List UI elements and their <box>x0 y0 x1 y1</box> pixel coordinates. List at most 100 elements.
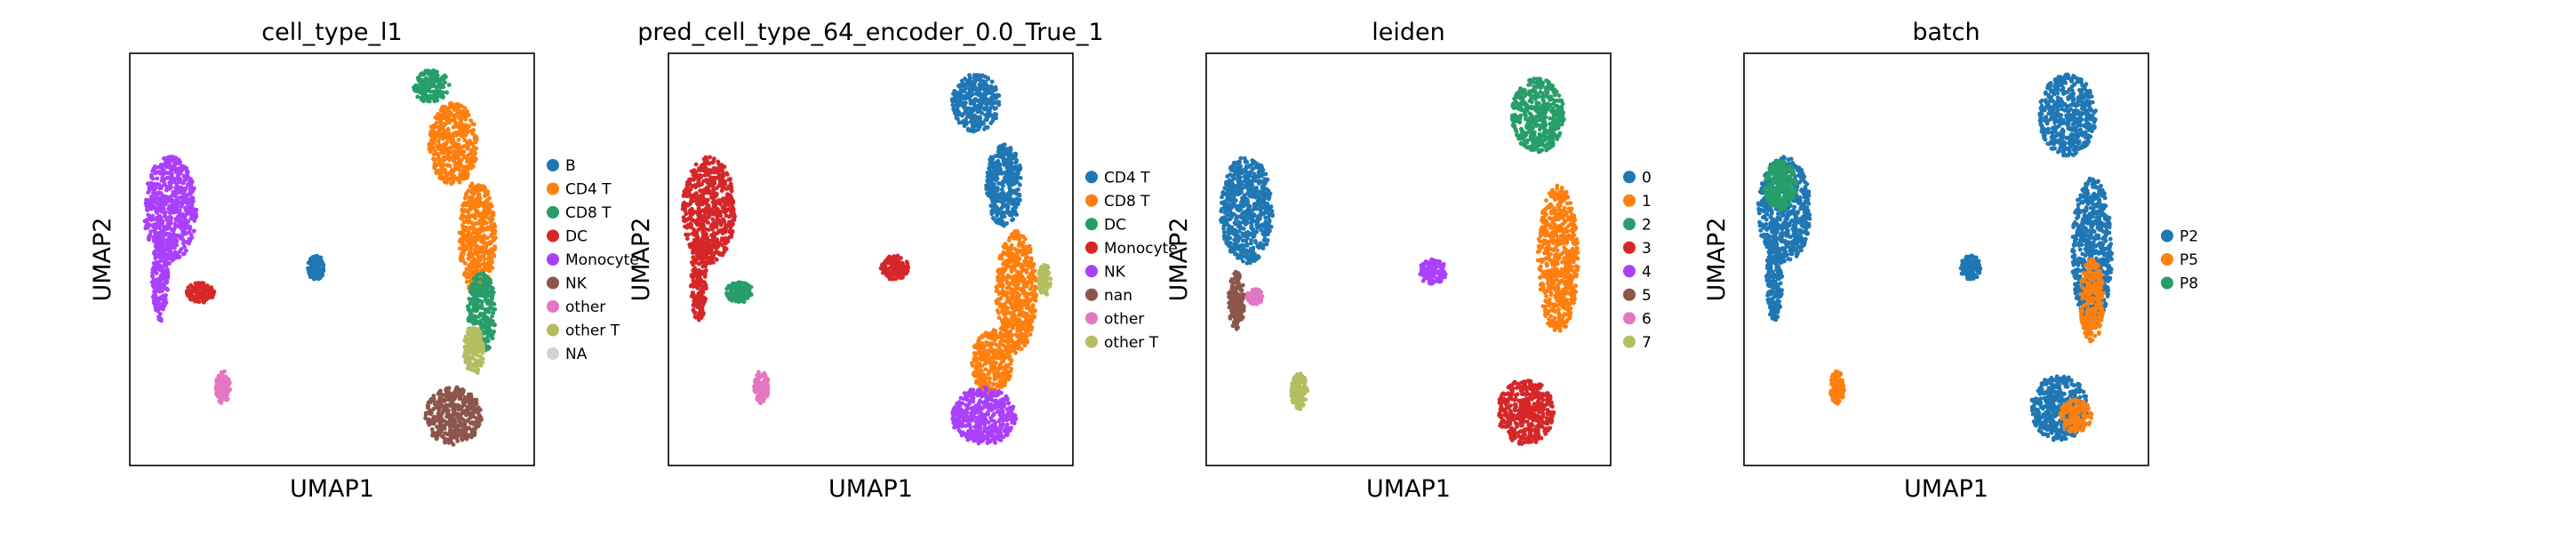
scatter-point <box>489 257 494 262</box>
umap-panel-2: pred_cell_type_64_encoder_0.0_True_1UMAP… <box>628 19 1178 503</box>
scatter-point <box>695 239 700 243</box>
scatter-point <box>419 87 423 92</box>
scatter-point <box>196 299 202 305</box>
scatter-point <box>426 404 431 410</box>
scatter-point <box>727 178 732 182</box>
scatter-point <box>480 356 485 362</box>
scatter-point <box>175 170 180 175</box>
scatter-point <box>151 235 156 241</box>
scatter-point <box>312 259 317 265</box>
scatter-point <box>147 223 152 227</box>
scatter-point <box>446 386 452 391</box>
scatter-point <box>460 247 465 252</box>
scatter-point <box>436 418 441 423</box>
scatter-point <box>690 260 694 265</box>
scatter-point <box>475 319 479 324</box>
scatter-point <box>964 106 968 111</box>
y-axis-label: UMAP2 <box>89 218 116 302</box>
scatter-point <box>152 181 157 187</box>
scatter-point <box>695 286 700 290</box>
scatter-point <box>485 344 491 349</box>
scatter-point <box>440 166 444 171</box>
scatter-point <box>899 270 904 275</box>
scatter-point <box>464 246 469 251</box>
scatter-point <box>487 226 492 230</box>
scatter-point <box>722 198 727 203</box>
scatter-point <box>954 103 959 107</box>
scatter-point <box>691 251 695 255</box>
scatter-point <box>155 224 160 228</box>
scatter-point <box>152 228 157 234</box>
legend-label: NA <box>565 346 588 363</box>
scatter-point <box>148 197 153 203</box>
scatter-point <box>174 255 180 260</box>
scatter-point <box>996 99 1002 105</box>
scatter-point <box>728 193 732 198</box>
scatter-point <box>157 213 162 219</box>
scatter-point <box>151 187 156 192</box>
scatter-point <box>687 216 692 221</box>
scatter-point <box>989 157 994 163</box>
scatter-point <box>991 194 996 198</box>
scatter-point <box>696 208 701 213</box>
scatter-point <box>183 205 188 211</box>
scatter-point <box>183 216 188 221</box>
scatter-point <box>188 191 194 196</box>
scatter-point <box>698 212 702 218</box>
scatter-point <box>482 240 486 245</box>
scatter-point <box>1005 191 1011 196</box>
scatter-point <box>457 404 462 409</box>
scatter-point <box>699 297 704 301</box>
scatter-point <box>708 168 713 173</box>
scatter-point <box>701 218 707 223</box>
scatter-point <box>173 198 178 203</box>
scatter-point <box>182 176 188 181</box>
scatter-point <box>468 118 474 123</box>
scatter-point <box>452 408 457 412</box>
scatter-point <box>312 275 317 280</box>
legend-marker <box>547 323 559 337</box>
scatter-point <box>488 284 493 290</box>
scatter-point <box>187 229 192 235</box>
scatter-point <box>1007 183 1012 188</box>
scatter-point <box>170 241 175 246</box>
scatter-point <box>755 397 760 402</box>
scatter-point <box>446 420 452 426</box>
scatter-point <box>153 200 157 205</box>
legend-label: other <box>565 298 605 316</box>
scatter-point <box>974 105 980 110</box>
scatter-point <box>461 154 467 159</box>
scatter-point <box>167 225 172 230</box>
scatter-point <box>883 260 888 266</box>
scatter-point <box>717 211 722 217</box>
scatter-point <box>978 120 983 125</box>
scatter-point <box>900 274 905 280</box>
scatter-point <box>167 255 172 260</box>
scatter-point <box>708 249 714 254</box>
scatter-point <box>476 347 481 352</box>
legend-marker <box>547 300 559 313</box>
scatter-point <box>466 358 470 363</box>
scatter-point <box>171 255 175 260</box>
scatter-point <box>158 252 163 258</box>
scatter-point <box>724 227 728 232</box>
scatter-point <box>156 314 162 320</box>
scatter-point <box>467 202 472 206</box>
scatter-point <box>220 387 225 393</box>
scatter-point <box>701 311 706 315</box>
scatter-point <box>490 251 495 256</box>
scatter-point <box>1012 180 1016 186</box>
scatter-point <box>474 266 478 272</box>
scatter-point <box>699 173 704 179</box>
scatter-point <box>153 243 158 249</box>
scatter-point <box>314 269 318 274</box>
scatter-point <box>459 119 464 124</box>
legend-item: CD4 T <box>547 181 612 199</box>
scatter-point <box>160 168 165 173</box>
scatter-point <box>447 171 452 176</box>
scatter-point <box>703 297 708 301</box>
scatter-point <box>435 131 439 136</box>
scatter-point <box>492 224 498 229</box>
scatter-point <box>731 206 736 211</box>
scatter-point <box>440 75 445 80</box>
